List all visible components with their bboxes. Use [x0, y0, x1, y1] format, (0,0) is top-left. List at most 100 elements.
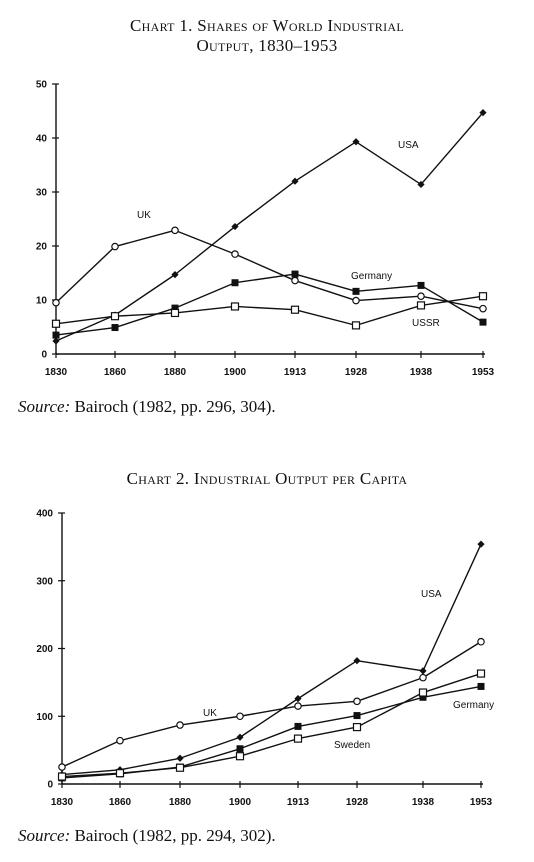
chart-1-title-line2: Output, 1830–1953 [196, 36, 338, 55]
chart-2-series-usa-label: USA [421, 589, 442, 600]
chart-2-series-germany-label: Germany [453, 700, 494, 711]
chart-1-x-tick-label: 1830 [45, 367, 68, 378]
chart-1-series-ussr-point [478, 292, 488, 301]
chart-1-series-usa-point [417, 180, 425, 189]
chart-1-source: Source: Bairoch (1982, pp. 296, 304). [18, 397, 276, 417]
chart-1-series-germany-point [52, 331, 60, 339]
chart-2-series-germany-point [477, 682, 485, 690]
chart-1-series-germany-point [291, 270, 299, 278]
chart-2-series-sweden-point [476, 669, 486, 678]
chart-2-x-tick-label: 1913 [287, 797, 310, 808]
chart-1-series-uk-point [479, 304, 487, 313]
chart-2-series-usa-point [294, 695, 302, 703]
chart-2-x-tick-label: 1880 [169, 797, 192, 808]
chart-2-series-uk-point [477, 637, 485, 646]
chart-1-series-ussr-point [230, 302, 240, 311]
chart-1-series-uk-point [231, 250, 239, 258]
chart-2-series-sweden-point [352, 722, 362, 732]
chart-2-x-tick-label: 1953 [470, 797, 493, 808]
chart-1-series-germany-line [55, 273, 484, 336]
chart-1-series-germany-label: Germany [351, 271, 392, 282]
chart-1-series-germany-point [352, 287, 360, 295]
chart-1-series-germany-point [479, 318, 487, 326]
chart-2-series-uk-point [116, 736, 124, 745]
chart-2-series-uk-point [176, 721, 184, 729]
chart-2-x-tick-label: 1938 [412, 797, 435, 808]
chart-1-x-tick-label: 1880 [164, 367, 187, 378]
chart-1-series-usa-label: USA [398, 140, 419, 151]
chart-2-x-tick-label: 1860 [109, 797, 132, 808]
chart-1-series-ussr-point [416, 301, 426, 310]
chart-2-series-uk: UK [58, 637, 485, 771]
chart-1-series-uk-point [52, 298, 60, 307]
chart-1-series-usa-point [291, 177, 299, 185]
chart-1-title-line1: Chart 1. Shares of World Industrial [130, 16, 404, 35]
chart-1-series-germany-point [111, 324, 119, 332]
chart-1-x-tick-label: 1938 [410, 367, 433, 378]
chart-1-series-usa-point [171, 271, 179, 279]
chart-2-series-sweden-line [61, 672, 482, 778]
chart-2-series-sweden-point [175, 763, 185, 772]
chart-2-series-usa-point [236, 733, 244, 741]
chart-2-y-tick-label: 0 [47, 780, 53, 791]
chart-2-y-tick-label: 100 [36, 712, 53, 723]
chart-2-source-text: Bairoch (1982, pp. 294, 302). [74, 826, 276, 845]
chart-1-series-uk-line [55, 229, 484, 310]
chart-1-y-tick-label: 50 [36, 80, 48, 91]
chart-1-x-tick-label: 1860 [104, 367, 127, 378]
chart-1-plot: 0 10 20 30 40 50 1830 1860 1880 1900 1913 1928 1938 1… [36, 80, 495, 379]
chart-1-series-usa-point [52, 337, 60, 345]
chart-1-series-ussr-point [290, 305, 300, 314]
chart-2-series-germany-point [294, 722, 302, 730]
chart-2-series-germany: Germany [58, 682, 494, 782]
chart-1-y-tick-label: 20 [36, 242, 48, 253]
chart-1-series-usa-point [352, 138, 360, 146]
chart-1-series-ussr-point [51, 319, 61, 328]
chart-1-y-tick-label: 0 [41, 350, 47, 361]
chart-1-series-ussr-point [110, 312, 120, 321]
chart-1-source-text: Bairoch (1982, pp. 296, 304). [74, 397, 276, 416]
chart-1-series-usa-point [479, 109, 487, 117]
chart-2-series-germany-point [353, 712, 361, 720]
chart-2-series-sweden-point [115, 769, 125, 778]
chart-1-x-tick-label: 1913 [284, 367, 307, 378]
chart-2-series-usa-point [419, 667, 427, 675]
chart-2-y-tick-label: 200 [36, 644, 53, 655]
chart-1-x-tick-label: 1953 [472, 367, 495, 378]
chart-1-y-tick-label: 40 [36, 134, 48, 145]
chart-2-x-tick-label: 1928 [346, 797, 369, 808]
chart-1-series-uk-point [111, 242, 119, 251]
chart-2-series-sweden-point [57, 772, 67, 781]
chart-2-y-tick-label: 400 [36, 509, 53, 520]
chart-2-series-uk-point [294, 702, 302, 710]
chart-1-series-germany-point [171, 304, 179, 312]
chart-2-series-sweden-point [293, 734, 303, 743]
chart-2-axes: 0 100 200 300 400 1830 1860 1880 1900 1913 1928 193… [36, 509, 492, 809]
chart-2-plot: 0 100 200 300 400 1830 1860 1880 1900 1913 1928 193… [36, 509, 494, 809]
chart-1-series-germany: Germany [52, 270, 487, 339]
chart-2-series-germany-point [236, 745, 244, 753]
chart-2-series-sweden: Sweden [57, 669, 486, 781]
chart-2-x-tick-label: 1830 [51, 797, 74, 808]
chart-1-axes: 0 10 20 30 40 50 1830 1860 1880 1900 1913 1928 1938 1… [36, 80, 495, 379]
chart-2-series-usa-line [61, 543, 482, 776]
chart-2-source: Source: Bairoch (1982, pp. 294, 302). [18, 826, 276, 846]
chart-2-title-line1: Chart 2. Industrial Output per Capita [126, 469, 408, 488]
chart-2-series-uk-label: UK [203, 708, 217, 719]
chart-2-series-sweden-point [418, 688, 428, 697]
chart-2-series-uk-point [58, 763, 66, 771]
chart-1-title: Chart 1. Shares of World Industrial Outp… [0, 16, 534, 56]
chart-1-series-ussr-point [351, 321, 361, 330]
chart-2-y-tick-label: 300 [36, 576, 53, 587]
chart-1-series-uk-label: UK [137, 210, 151, 221]
chart-1-series-germany-point [231, 279, 239, 287]
chart-1-x-tick-label: 1900 [224, 367, 247, 378]
chart-2-series-sweden-point [235, 752, 245, 761]
chart-1-series-ussr-line [55, 295, 484, 327]
chart-2-series-usa-point [176, 754, 184, 762]
chart-1-series-uk-point [417, 292, 425, 301]
chart-2-series-uk-point [353, 697, 361, 706]
chart-1-series-uk-point [291, 276, 299, 285]
chart-2-series-germany-line [61, 685, 482, 779]
chart-1-series-uk-point [171, 226, 179, 235]
